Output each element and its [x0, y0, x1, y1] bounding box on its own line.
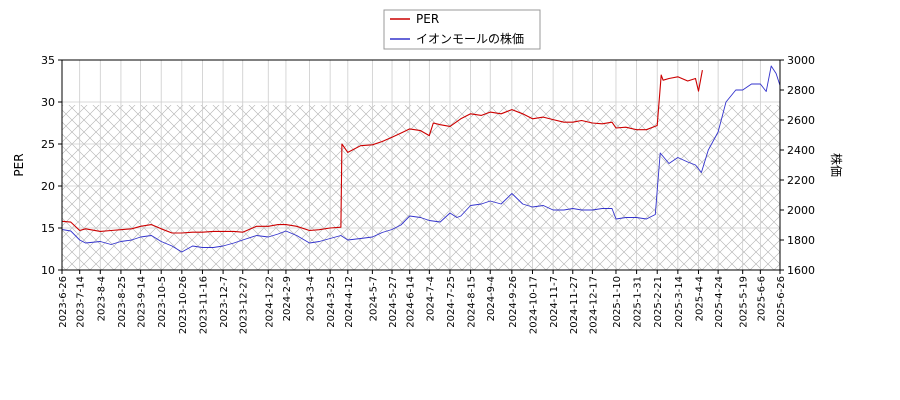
y-tick-label-right: 1800 [787, 234, 815, 247]
x-tick-label: 2023-8-4 [96, 276, 107, 321]
x-tick-label: 2024-10-17 [528, 276, 539, 334]
x-tick-label: 2023-9-14 [137, 276, 148, 328]
x-tick-label: 2025-1-10 [612, 276, 623, 328]
x-tick-label: 2024-8-15 [467, 276, 478, 328]
x-tick-label: 2023-12-7 [219, 276, 230, 328]
x-tick-label: 2025-2-21 [653, 276, 664, 328]
y-tick-label-right: 2400 [787, 144, 815, 157]
series-line-per [62, 69, 703, 234]
x-tick-label: 2023-8-25 [117, 276, 128, 328]
plot-frame [61, 59, 781, 271]
y-tick-label-left: 10 [41, 264, 55, 277]
y-tick-label-left: 20 [41, 180, 55, 193]
x-axis: 2023-6-26 2023-7-14 2023-8-4 2023-8-25 2023-… [58, 270, 787, 334]
y-axis-right: 1600 1800 2000 2200 2400 2600 2800 3000 [780, 54, 815, 277]
x-tick-label: 2023-10-5 [157, 276, 168, 328]
x-tick-label: 2023-11-16 [198, 276, 209, 334]
x-tick-label: 2024-7-4 [425, 276, 436, 321]
y-tick-label-left: 25 [41, 138, 55, 151]
x-tick-label: 2025-4-4 [694, 276, 705, 321]
x-tick-label: 2024-6-14 [406, 276, 417, 328]
y-axis-left: 10 15 20 25 30 35 [41, 54, 62, 277]
x-tick-label: 2025-3-14 [674, 276, 685, 328]
x-tick-label: 2025-1-31 [633, 276, 644, 328]
y-axis-left-label: PER [12, 153, 26, 176]
legend-box [383, 9, 541, 50]
x-tick-label: 2023-10-26 [178, 276, 189, 334]
x-tick-label: 2024-1-22 [264, 276, 275, 328]
legend: PER イオンモールの株価 [383, 9, 541, 50]
x-tick-label: 2024-2-9 [282, 276, 293, 321]
y-tick-label-right: 2200 [787, 174, 815, 187]
legend-label-per: PER [416, 12, 439, 26]
x-tick-label: 2023-12-27 [239, 276, 250, 334]
x-tick-label: 2024-12-17 [588, 276, 599, 334]
x-tick-label: 2024-3-25 [326, 276, 337, 328]
y-tick-label-left: 35 [41, 54, 55, 67]
y-tick-label-right: 1600 [787, 264, 815, 277]
x-tick-label: 2024-4-12 [344, 276, 355, 328]
x-tick-label: 2025-4-24 [714, 276, 725, 328]
x-tick-label: 2023-6-26 [58, 276, 69, 328]
legend-label-stock-price: イオンモールの株価 [416, 31, 524, 46]
x-tick-label: 2025-5-19 [739, 276, 750, 328]
x-tick-label: 2025-6-6 [756, 276, 767, 321]
series-line-stock-price [62, 65, 780, 253]
x-tick-label: 2024-5-27 [388, 276, 399, 328]
y-tick-label-left: 15 [41, 222, 55, 235]
y-tick-label-right: 3000 [787, 54, 815, 67]
x-tick-label: 2024-11-27 [569, 276, 580, 334]
x-tick-label: 2024-9-26 [508, 276, 519, 328]
y-tick-label-right: 2600 [787, 114, 815, 127]
x-tick-label: 2023-7-14 [76, 276, 87, 328]
y-tick-label-right: 2000 [787, 204, 815, 217]
y-tick-label-right: 2800 [787, 84, 815, 97]
x-tick-label: 2024-11-7 [549, 276, 560, 328]
x-tick-label: 2024-5-7 [368, 276, 379, 321]
x-tick-label: 2025-6-26 [776, 276, 787, 328]
y-axis-right-label: 株価 [829, 153, 844, 177]
x-tick-label: 2024-3-4 [306, 276, 317, 321]
y-tick-label-left: 30 [41, 96, 55, 109]
x-tick-label: 2024-7-25 [446, 276, 457, 328]
x-tick-label: 2024-9-4 [486, 276, 497, 321]
